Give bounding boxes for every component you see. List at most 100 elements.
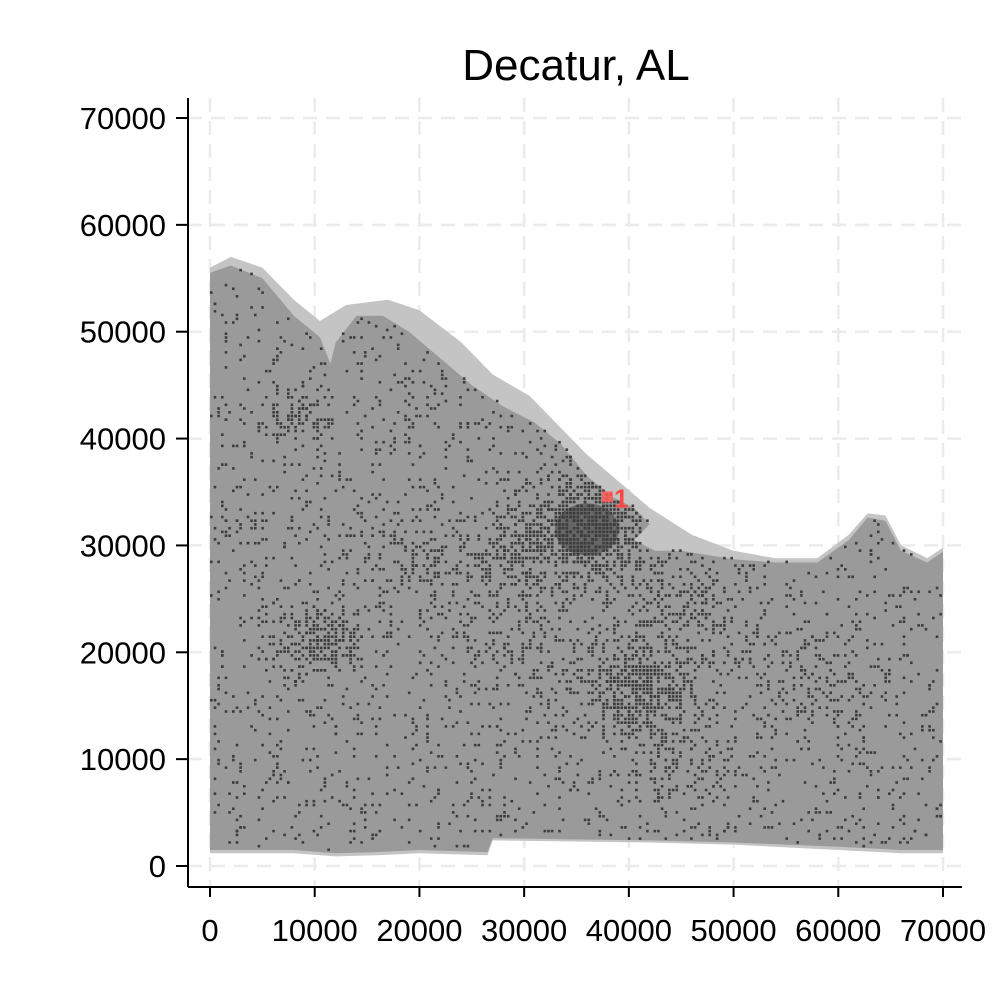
development-point [309, 770, 312, 773]
development-point [818, 811, 821, 814]
development-point [686, 736, 690, 739]
development-point [635, 684, 638, 687]
development-point [437, 362, 440, 365]
development-point [312, 747, 316, 751]
development-point [532, 504, 536, 508]
development-point [679, 698, 682, 702]
development-point [429, 635, 433, 638]
development-point [330, 418, 334, 421]
development-point [341, 639, 345, 642]
development-point [591, 579, 594, 582]
development-point [653, 762, 657, 766]
development-point [341, 702, 345, 706]
development-point [389, 519, 393, 522]
development-point [723, 627, 726, 631]
development-point [653, 620, 657, 623]
development-point [437, 639, 440, 642]
development-point [598, 695, 602, 698]
development-point [301, 384, 305, 388]
development-point [309, 639, 312, 642]
development-point [616, 713, 620, 717]
development-point [228, 841, 231, 844]
development-point [767, 687, 770, 691]
development-point [704, 725, 708, 728]
development-point [594, 553, 598, 556]
development-point [345, 785, 349, 788]
development-point [888, 657, 891, 661]
development-point [715, 773, 719, 777]
development-point [558, 639, 561, 642]
development-point [866, 646, 869, 650]
development-point [448, 571, 451, 575]
development-point [426, 541, 429, 545]
development-point [627, 773, 631, 777]
development-point [360, 807, 363, 810]
development-point [752, 713, 755, 717]
development-point [349, 549, 352, 552]
development-point [554, 583, 558, 586]
development-point [305, 646, 308, 650]
development-point [803, 639, 807, 642]
development-point [338, 463, 341, 466]
development-point [638, 728, 642, 732]
development-point [312, 605, 316, 608]
development-point [550, 829, 554, 833]
development-point [704, 627, 708, 631]
development-point [499, 702, 503, 706]
development-point [279, 747, 283, 751]
development-point [877, 770, 880, 773]
development-point [363, 354, 367, 358]
development-point [426, 504, 429, 508]
development-point [704, 590, 708, 594]
development-point [327, 657, 330, 661]
development-point [635, 564, 638, 567]
development-point [558, 489, 561, 493]
development-point [704, 702, 708, 706]
development-point [855, 822, 858, 825]
development-point [440, 631, 444, 635]
development-point [341, 485, 345, 489]
development-point [642, 650, 646, 653]
development-point [400, 575, 404, 579]
development-point [587, 482, 591, 485]
development-point [726, 822, 730, 825]
development-point [635, 773, 638, 777]
development-point [690, 695, 693, 698]
development-point [649, 586, 653, 590]
development-point [506, 470, 510, 474]
development-point [506, 702, 510, 706]
development-point [902, 590, 906, 594]
development-point [836, 788, 840, 792]
development-point [602, 650, 605, 653]
development-point [891, 826, 895, 829]
development-point [338, 474, 341, 478]
development-point [525, 523, 528, 526]
development-point [393, 448, 396, 451]
development-point [565, 556, 569, 560]
development-point [547, 829, 550, 833]
development-point [708, 725, 711, 728]
development-point [701, 657, 704, 661]
development-point [503, 654, 506, 657]
development-point [800, 665, 803, 668]
development-point [649, 702, 653, 706]
development-point [675, 788, 679, 792]
development-point [301, 841, 305, 844]
development-point [748, 590, 752, 594]
development-point [437, 837, 440, 840]
development-point [349, 841, 352, 844]
development-point [309, 642, 312, 646]
development-point [763, 770, 766, 773]
development-point [514, 553, 517, 556]
development-point [294, 425, 297, 429]
development-point [558, 478, 561, 481]
development-point [261, 788, 264, 792]
development-point [400, 583, 404, 586]
development-point [737, 568, 741, 571]
development-point [583, 736, 587, 739]
development-point [657, 698, 660, 702]
development-point [631, 691, 635, 695]
development-point [620, 713, 624, 717]
development-point [492, 541, 495, 545]
development-point [800, 594, 803, 597]
